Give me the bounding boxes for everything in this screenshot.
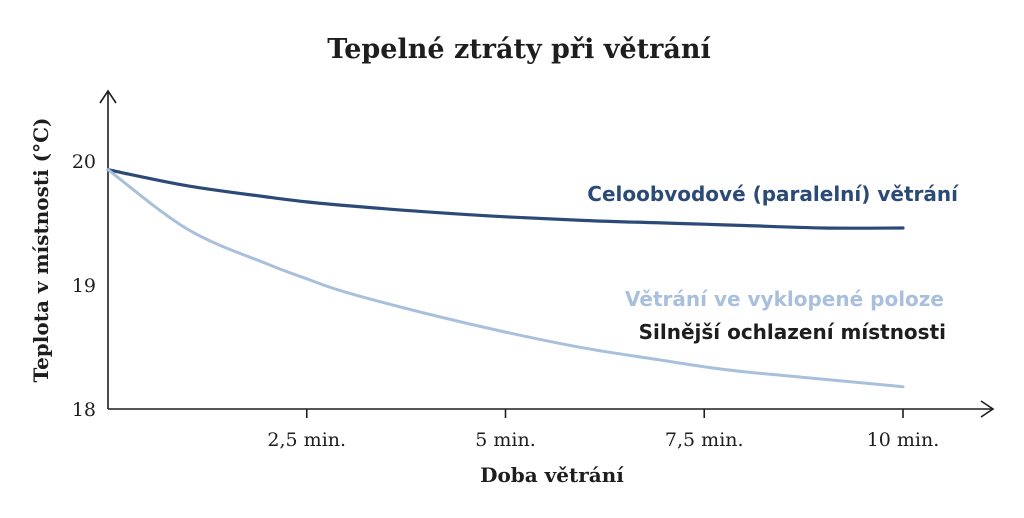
x-tick-label: 5 min. [475,429,536,451]
series-label-parallel: Celoobvodové (paralelní) větrání [587,182,959,206]
x-axis-label: Doba větrání [480,463,624,487]
x-ticks: 2,5 min. 5 min. 7,5 min. 10 min. [267,409,939,451]
x-tick-label: 2,5 min. [267,429,346,451]
series-line-1 [106,168,905,230]
series-label-tilted: Větrání ve vyklopené poloze [625,287,944,311]
x-axis-arrow [980,400,995,418]
annotation-cooling: Silnější ochlazení místnosti [639,320,946,344]
y-tick-label: 18 [72,399,96,421]
y-axis-label: Teplota v místnosti (°C) [29,117,53,382]
axes [99,89,995,418]
x-tick-label: 10 min. [867,429,940,451]
x-tick-label: 7,5 min. [665,429,744,451]
y-axis-arrow [99,89,117,104]
chart-title: Tepelné ztráty při větrání [327,34,711,65]
series-line-2 [106,168,905,389]
y-tick-label: 19 [72,275,96,297]
series-lines [106,168,905,389]
y-tick-label: 20 [72,151,96,173]
y-ticks: 18 19 20 [72,151,96,421]
